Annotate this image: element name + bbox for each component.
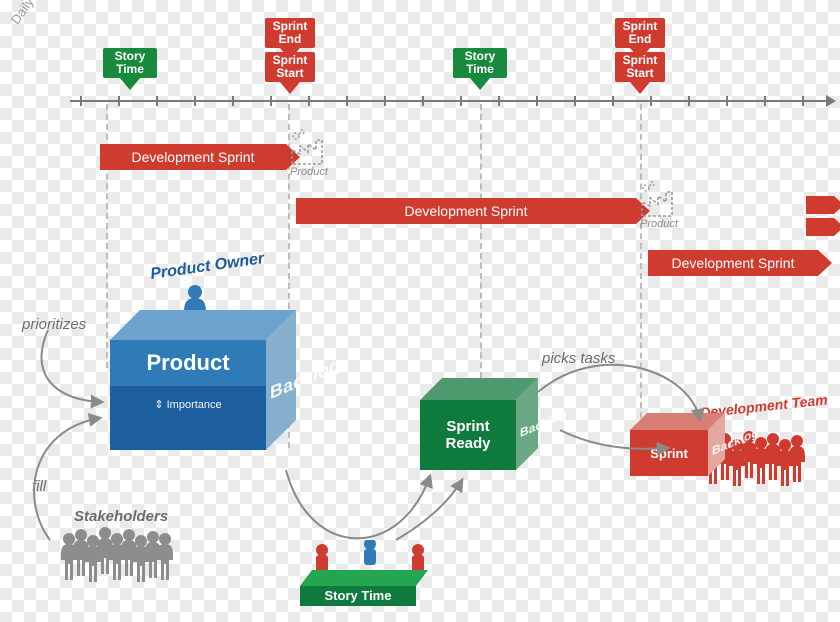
tick xyxy=(536,96,538,106)
mini-arrow xyxy=(806,218,834,236)
tick xyxy=(308,96,310,106)
tick xyxy=(422,96,424,106)
factory-label: Product xyxy=(640,218,678,230)
tick xyxy=(156,96,158,106)
tick xyxy=(650,96,652,106)
arrow-story-up xyxy=(396,480,462,540)
flag-sprint-end: SprintEnd xyxy=(615,18,665,48)
tick xyxy=(384,96,386,106)
role-product-owner: Product Owner xyxy=(149,250,265,284)
tick xyxy=(270,96,272,106)
factory-icon xyxy=(288,128,328,168)
tick xyxy=(574,96,576,106)
tick xyxy=(194,96,196,106)
standup-text: Daily Stand-Up Meeting xyxy=(8,0,99,27)
tick xyxy=(498,96,500,106)
flag-sprint-start: SprintStart xyxy=(265,52,315,82)
flag-story-time: StoryTime xyxy=(453,48,507,78)
sprint-bar: Development Sprint xyxy=(296,198,636,224)
tick xyxy=(346,96,348,106)
arrow-to-sprintready xyxy=(286,470,430,538)
arrow-prioritizes xyxy=(42,330,102,402)
sprint-bar: Development Sprint xyxy=(648,250,818,276)
tick xyxy=(802,96,804,106)
standup-label: Daily Stand-Up Meeting xyxy=(8,0,99,27)
tick xyxy=(118,96,120,106)
tick xyxy=(612,96,614,106)
anno-picks: picks tasks xyxy=(542,350,615,367)
tick xyxy=(688,96,690,106)
tick xyxy=(726,96,728,106)
tick xyxy=(460,96,462,106)
flag-sprint-start: SprintStart xyxy=(615,52,665,82)
mini-arrow xyxy=(806,196,834,214)
flag-story-time: StoryTime xyxy=(103,48,157,78)
factory-label: Product xyxy=(290,166,328,178)
anno-prioritizes: prioritizes xyxy=(22,316,86,333)
tick xyxy=(80,96,82,106)
tick xyxy=(764,96,766,106)
svg-text:Story Time: Story Time xyxy=(325,588,392,603)
diagram-stage: Daily Stand-Up Meeting StoryTime SprintEn… xyxy=(0,0,840,622)
stakeholders-crowd xyxy=(60,526,184,591)
flag-sprint-end: SprintEnd xyxy=(265,18,315,48)
factory-icon xyxy=(638,180,678,220)
tick xyxy=(232,96,234,106)
guide xyxy=(480,104,482,398)
story-time-table: Story Time xyxy=(300,540,440,615)
timeline-axis xyxy=(70,100,834,102)
sprint-bar: Development Sprint xyxy=(100,144,286,170)
role-stakeholders: Stakeholders xyxy=(74,508,168,525)
anno-fill: fill xyxy=(32,478,46,495)
